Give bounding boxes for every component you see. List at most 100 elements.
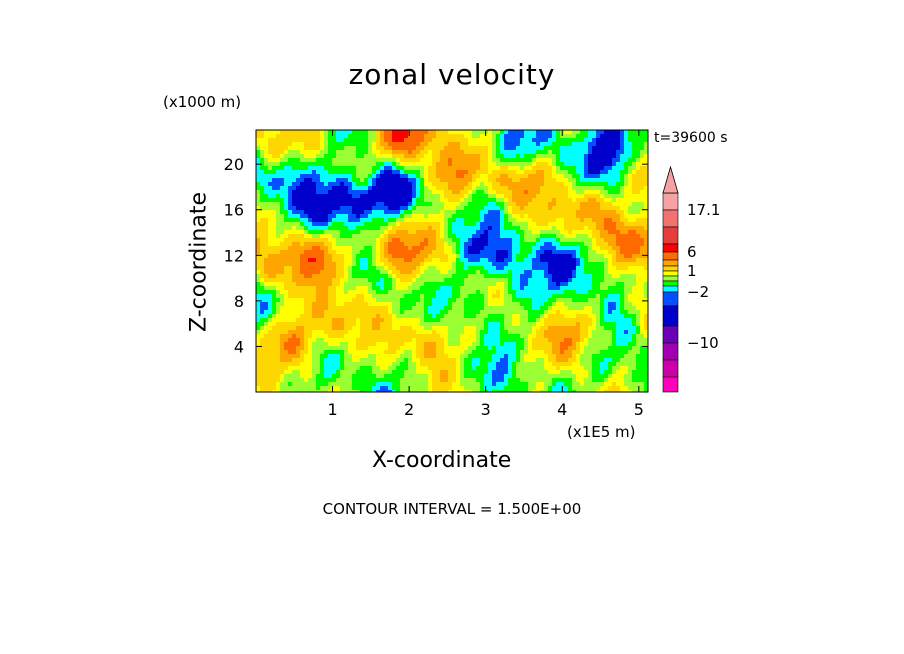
field-cell (612, 182, 617, 187)
field-cell (504, 134, 509, 139)
field-cell (632, 294, 637, 299)
field-cell (496, 138, 501, 143)
field-cell (316, 274, 321, 279)
field-cell (436, 278, 441, 283)
field-cell (568, 306, 573, 311)
field-cell (332, 266, 337, 271)
field-cell (276, 174, 281, 179)
field-cell (300, 314, 305, 319)
field-cell (604, 202, 609, 207)
field-cell (448, 174, 453, 179)
field-cell (464, 154, 469, 159)
field-cell (276, 138, 281, 143)
field-cell (264, 246, 269, 251)
field-cell (356, 298, 361, 303)
field-cell (464, 222, 469, 227)
field-cell (592, 314, 597, 319)
field-cell (316, 182, 321, 187)
field-cell (520, 178, 525, 183)
field-cell (612, 194, 617, 199)
field-cell (644, 174, 648, 179)
field-cell (416, 190, 421, 195)
field-cell (600, 230, 605, 235)
field-cell (352, 246, 357, 251)
field-cell (540, 234, 545, 239)
field-cell (340, 250, 345, 255)
field-cell (576, 326, 581, 331)
field-cell (328, 158, 333, 163)
field-cell (404, 134, 409, 139)
field-cell (292, 238, 297, 243)
field-cell (260, 138, 265, 143)
field-cell (404, 146, 409, 151)
field-cell (480, 142, 485, 147)
field-cell (296, 298, 301, 303)
field-cell (472, 242, 477, 247)
field-cell (328, 146, 333, 151)
field-cell (372, 142, 377, 147)
field-cell (308, 274, 313, 279)
field-cell (572, 314, 577, 319)
field-cell (424, 310, 429, 315)
field-cell (280, 166, 285, 171)
field-cell (640, 222, 645, 227)
field-cell (456, 230, 461, 235)
field-cell (492, 322, 497, 327)
field-cell (284, 306, 289, 311)
field-cell (412, 286, 417, 291)
field-cell (284, 330, 289, 335)
field-cell (324, 310, 329, 315)
field-cell (460, 238, 465, 243)
field-cell (628, 206, 633, 211)
field-cell (504, 146, 509, 151)
field-cell (636, 262, 641, 267)
field-cell (456, 298, 461, 303)
field-cell (456, 182, 461, 187)
field-cell (404, 194, 409, 199)
field-cell (524, 258, 529, 263)
field-cell (564, 146, 569, 151)
field-cell (532, 238, 537, 243)
field-cell (440, 190, 445, 195)
field-cell (568, 150, 573, 155)
field-cell (272, 198, 277, 203)
field-cell (640, 294, 645, 299)
field-cell (620, 262, 625, 267)
field-cell (484, 130, 489, 135)
field-cell (476, 150, 481, 155)
field-cell (324, 226, 329, 231)
field-cell (560, 262, 565, 267)
field-cell (444, 210, 449, 215)
field-cell (488, 306, 493, 311)
field-cell (288, 234, 293, 239)
field-cell (616, 154, 621, 159)
field-cell (256, 322, 261, 327)
field-cell (536, 182, 541, 187)
field-cell (316, 190, 321, 195)
field-cell (468, 298, 473, 303)
field-cell (592, 302, 597, 307)
field-cell (532, 202, 537, 207)
field-cell (284, 294, 289, 299)
field-cell (492, 238, 497, 243)
field-cell (592, 326, 597, 331)
field-cell (540, 242, 545, 247)
field-cell (288, 298, 293, 303)
field-cell (336, 318, 341, 323)
field-cell (372, 174, 377, 179)
field-cell (264, 254, 269, 259)
field-cell (568, 138, 573, 143)
field-cell (336, 258, 341, 263)
field-cell (400, 218, 405, 223)
field-cell (488, 150, 493, 155)
field-cell (336, 138, 341, 143)
field-cell (528, 182, 533, 187)
field-cell (272, 262, 277, 267)
field-cell (388, 302, 393, 307)
field-cell (372, 166, 377, 171)
field-cell (444, 166, 449, 171)
field-cell (584, 202, 589, 207)
field-cell (348, 250, 353, 255)
field-cell (452, 186, 457, 191)
field-cell (564, 198, 569, 203)
